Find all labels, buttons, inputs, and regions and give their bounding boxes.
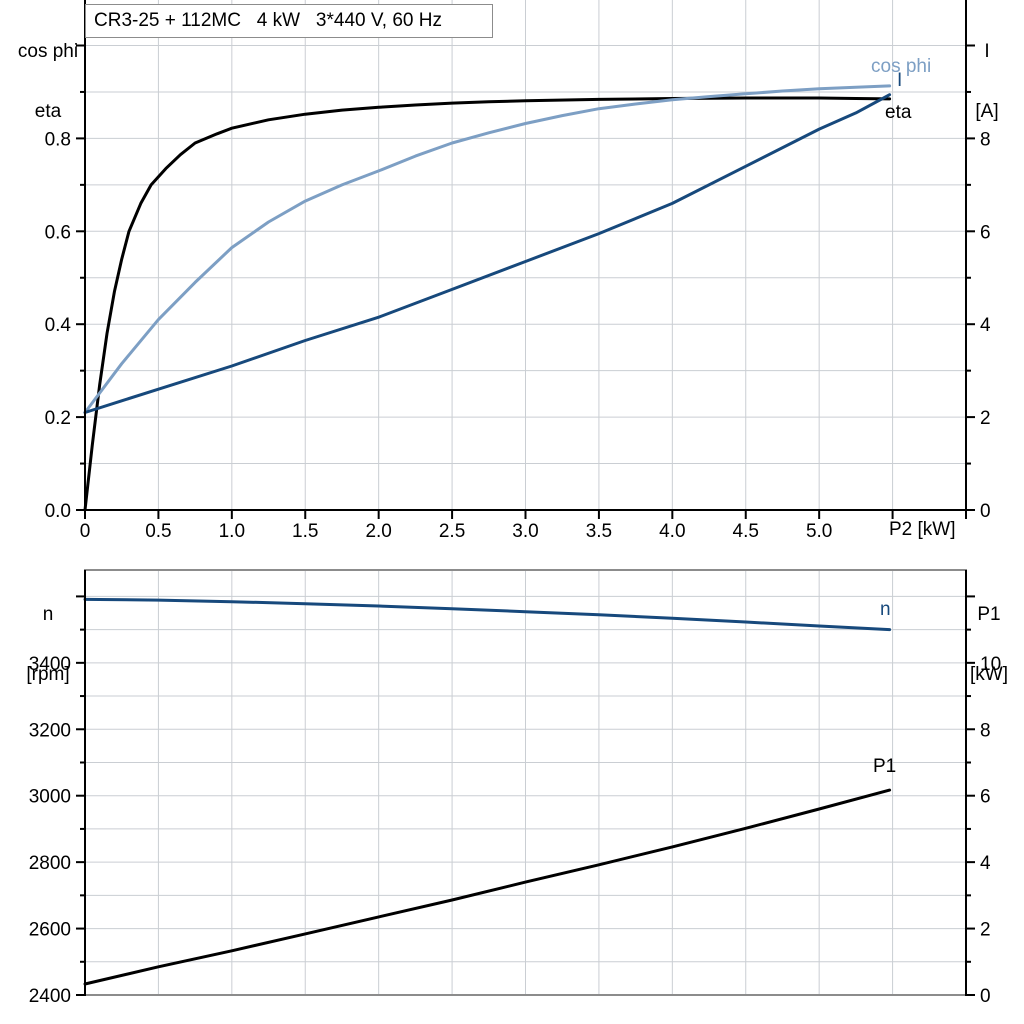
curve-label-n: n	[880, 599, 891, 620]
series-n-curve	[83, 597, 892, 632]
x-tick-label: 0	[80, 521, 91, 542]
x-tick-label: 4.0	[659, 521, 685, 542]
right-axis-title-line2: [A]	[975, 101, 999, 122]
series-eta-curve	[83, 96, 892, 512]
x-tick-label: 4.5	[733, 521, 759, 542]
right-tick-label: 8	[980, 129, 991, 150]
x-tick-label: 3.5	[586, 521, 612, 542]
series-curves	[83, 597, 892, 986]
left-axis-title-line1: cos phi	[17, 41, 79, 62]
tick-labels: 2400 2600 2800 3000 3200 3400 0 2 4 6 8 10	[29, 654, 1001, 1007]
curve-label-cos-phi: cos phi	[871, 56, 932, 77]
right-axis-title-line1: I	[984, 41, 990, 62]
left-tick-label: 0.6	[45, 222, 71, 243]
left-axis-title-line1: n	[42, 604, 54, 625]
right-tick-label: 2	[980, 920, 991, 941]
right-tick-label: 10	[980, 654, 1001, 675]
tick-labels: 0 0.5 1.0 1.5 2.0 2.5 3.0 3.5 4.0 4.5 5.0 0.0 0.2 0.4…	[45, 129, 991, 542]
right-tick-label: 0	[980, 986, 991, 1007]
series-P1-curve	[83, 788, 892, 986]
series-curves	[83, 84, 892, 512]
right-axis-title-bottom-plot: P1 [kW]	[956, 565, 1022, 725]
gridlines	[85, 0, 966, 510]
x-tick-label: 0.5	[145, 521, 171, 542]
x-tick-label: 1.0	[219, 521, 245, 542]
right-tick-label: 4	[980, 315, 991, 336]
right-tick-label: 4	[980, 853, 991, 874]
gridlines	[85, 570, 966, 995]
left-tick-label: 0.2	[45, 408, 71, 429]
chart-title: CR3-25 + 112MC 4 kW 3*440 V, 60 Hz	[94, 10, 442, 31]
curve-label-eta: eta	[885, 102, 912, 123]
series-cos-phi-curve	[83, 84, 892, 414]
left-tick-label: 3000	[29, 787, 71, 808]
left-tick-label: 3400	[29, 654, 71, 675]
left-tick-label: 0.4	[45, 315, 72, 336]
left-tick-label: 2400	[29, 986, 71, 1007]
ticks	[76, 44, 975, 519]
right-axis-title-top-plot: I [A]	[956, 2, 1018, 162]
x-tick-label: 2.5	[439, 521, 465, 542]
right-axis-title-line2: [kW]	[970, 664, 1008, 685]
left-tick-label: 0.0	[45, 501, 71, 522]
left-tick-label: 2600	[29, 920, 71, 941]
left-axis-title-line2: eta	[34, 101, 62, 122]
right-tick-label: 2	[980, 408, 991, 429]
series-I-curve	[83, 93, 892, 414]
ticks	[76, 595, 975, 996]
x-tick-label: 2.0	[365, 521, 391, 542]
x-axis-unit-label: P2 [kW]	[889, 519, 956, 540]
curve-label-P1: P1	[873, 756, 897, 777]
right-tick-label: 0	[980, 501, 991, 522]
left-axis-title-top-plot: cos phi eta	[0, 2, 96, 162]
left-tick-label: 3200	[29, 720, 71, 741]
top-plot: 0 0.5 1.0 1.5 2.0 2.5 3.0 3.5 4.0 4.5 5.0 0.0 0.2 0.4…	[45, 0, 991, 542]
x-tick-label: 1.5	[292, 521, 318, 542]
right-tick-label: 8	[980, 720, 991, 741]
bottom-plot: 2400 2600 2800 3000 3200 3400 0 2 4 6 8 10	[29, 569, 1001, 1007]
chart-title-box: CR3-25 + 112MC 4 kW 3*440 V, 60 Hz	[85, 4, 493, 38]
left-axis-title-line2: [rpm]	[26, 664, 70, 685]
left-tick-label: 2800	[29, 853, 71, 874]
x-tick-label: 5.0	[806, 521, 832, 542]
left-tick-label: 0.8	[45, 129, 71, 150]
left-axis-title-bottom-plot: n [rpm]	[0, 565, 96, 725]
right-axis-title-line1: P1	[977, 604, 1001, 625]
right-tick-label: 6	[980, 222, 991, 243]
right-tick-label: 6	[980, 787, 991, 808]
x-tick-label: 3.0	[512, 521, 538, 542]
axes	[84, 569, 967, 996]
curve-label-I: I	[897, 70, 903, 91]
